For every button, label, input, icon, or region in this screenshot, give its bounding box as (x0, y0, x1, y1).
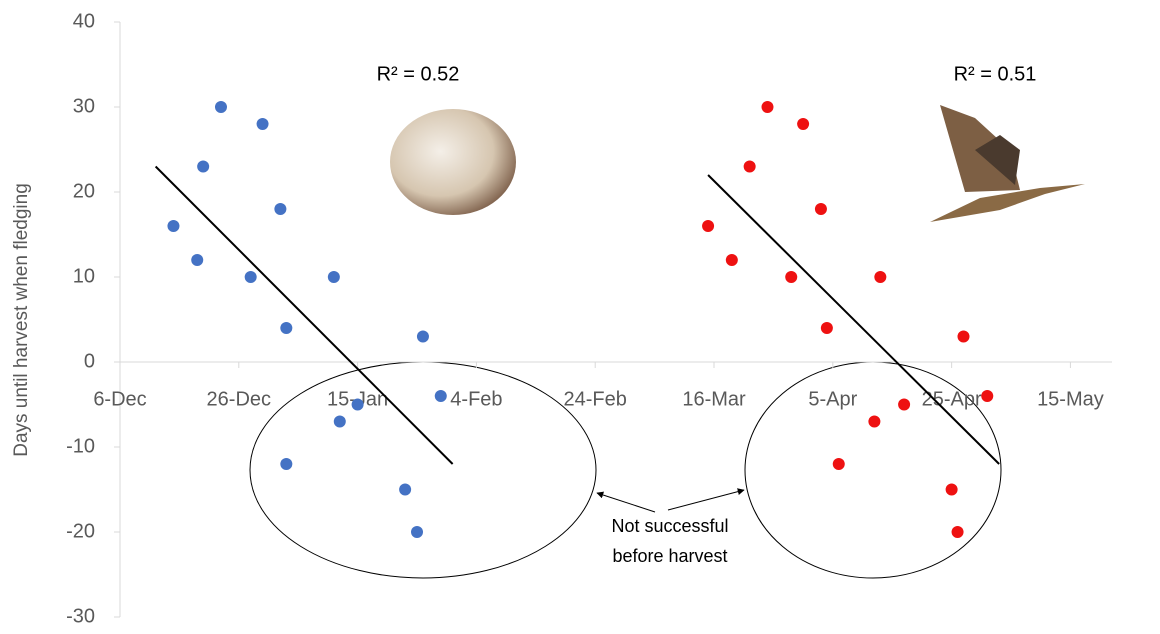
point (726, 254, 738, 266)
x-tick-label: 25-Apr (922, 388, 982, 410)
point (898, 399, 910, 411)
point (352, 399, 364, 411)
point (957, 331, 969, 343)
x-tick-label: 26-Dec (207, 388, 271, 410)
point (702, 220, 714, 232)
point (399, 484, 411, 496)
callout-arrow (668, 490, 744, 510)
y-axis-title: Days until harvest when fledging (11, 183, 32, 457)
y-tick-label: 0 (84, 350, 95, 372)
point (744, 161, 756, 173)
point (435, 390, 447, 402)
callout-ellipse (250, 362, 596, 578)
x-tick-label: 24-Feb (564, 388, 627, 410)
point (874, 271, 886, 283)
point (191, 254, 203, 266)
point (215, 101, 227, 113)
point (274, 203, 286, 215)
callout-label: Not successful (611, 516, 728, 536)
point (946, 484, 958, 496)
point (280, 322, 292, 334)
chart: Days until harvest when fledging -30 -20 -… (0, 0, 1160, 634)
point (785, 271, 797, 283)
point (245, 271, 257, 283)
point (952, 526, 964, 538)
point (257, 118, 269, 130)
r-squared-label: R² = 0.51 (954, 63, 1037, 85)
trend-line (708, 175, 999, 464)
y-tick-label: -30 (66, 605, 95, 627)
point (797, 118, 809, 130)
point (280, 458, 292, 470)
bird-image (930, 105, 1085, 222)
point (868, 416, 880, 428)
page: Days until harvest when fledging -30 -20 -… (0, 0, 1160, 634)
trend-line (156, 167, 453, 465)
y-tick-label: 20 (73, 180, 95, 202)
x-tick-label: 6-Dec (93, 388, 146, 410)
point (981, 390, 993, 402)
point (761, 101, 773, 113)
x-tick-label: 4-Feb (450, 388, 502, 410)
point (167, 220, 179, 232)
point (197, 161, 209, 173)
y-tick-label: 10 (73, 265, 95, 287)
point (833, 458, 845, 470)
x-tick-label: 16-Mar (682, 388, 746, 410)
callout-arrow (597, 493, 655, 512)
y-tick-label: -20 (66, 520, 95, 542)
y-tick-label: -10 (66, 435, 95, 457)
point (417, 331, 429, 343)
point (334, 416, 346, 428)
point (821, 322, 833, 334)
r-squared-label: R² = 0.52 (377, 63, 460, 85)
point (411, 526, 423, 538)
point (815, 203, 827, 215)
egg-image (390, 109, 516, 215)
x-tick-label: 15-May (1037, 388, 1104, 410)
x-tick-label: 5-Apr (808, 388, 857, 410)
y-tick-label: 40 (73, 10, 95, 32)
point (328, 271, 340, 283)
callout-label: before harvest (612, 546, 727, 566)
y-tick-label: 30 (73, 95, 95, 117)
